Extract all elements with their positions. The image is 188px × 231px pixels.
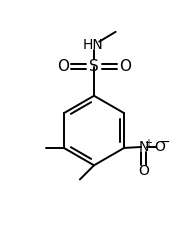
Text: O: O <box>138 164 149 178</box>
Text: +: + <box>144 138 152 148</box>
Text: O: O <box>154 140 165 154</box>
Text: S: S <box>89 59 99 74</box>
Text: HN: HN <box>83 38 103 52</box>
Text: −: − <box>160 136 170 149</box>
Text: N: N <box>139 140 149 154</box>
Text: O: O <box>57 59 69 74</box>
Text: O: O <box>119 59 131 74</box>
